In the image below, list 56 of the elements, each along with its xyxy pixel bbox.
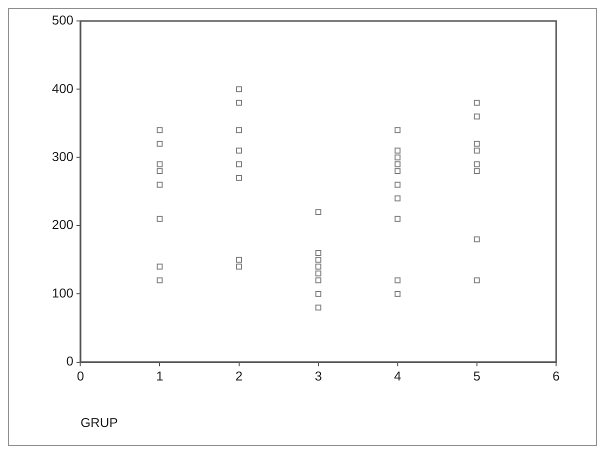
x-tick-label: 1	[156, 368, 164, 384]
point	[474, 161, 480, 168]
point	[236, 174, 242, 181]
point	[156, 182, 163, 188]
point	[156, 127, 163, 134]
point	[474, 277, 480, 284]
point	[236, 86, 242, 92]
point	[474, 100, 480, 106]
point	[156, 168, 163, 174]
x-tick-label: 3	[314, 368, 322, 384]
x-tick-label: 0	[76, 368, 84, 384]
point	[394, 216, 401, 222]
y-tick-label: 500	[52, 12, 74, 28]
x-tick-label: 5	[473, 368, 480, 384]
point	[236, 127, 242, 134]
point	[315, 270, 322, 276]
point	[156, 140, 163, 147]
x-tick-label: 2	[235, 368, 243, 384]
point	[394, 148, 401, 154]
point	[315, 209, 322, 215]
point	[236, 161, 242, 168]
y-tick-label: 100	[52, 286, 74, 300]
y-tick-label: 300	[52, 149, 74, 164]
x-tick-label: 6	[552, 368, 560, 384]
point	[156, 216, 163, 222]
point	[394, 154, 401, 160]
point	[315, 250, 322, 256]
point	[315, 290, 322, 297]
point	[236, 256, 242, 263]
y-tick-label: 0	[66, 354, 74, 369]
point	[394, 161, 401, 168]
point	[315, 264, 322, 270]
point	[156, 277, 163, 284]
point	[394, 182, 401, 188]
point	[236, 264, 242, 270]
y-tick-label: 200	[52, 217, 74, 232]
point	[156, 264, 163, 270]
point	[394, 168, 401, 174]
point	[394, 277, 401, 284]
x-axis-title: GRUP	[80, 414, 118, 430]
point	[394, 195, 401, 202]
point	[474, 148, 480, 154]
y-tick-label: 400	[52, 80, 74, 96]
point	[315, 256, 322, 263]
point	[474, 168, 480, 174]
point	[474, 114, 480, 120]
point	[394, 290, 401, 297]
point	[315, 277, 322, 284]
point	[474, 140, 480, 147]
x-tick-label: 4	[394, 368, 402, 384]
point	[236, 100, 242, 106]
point	[236, 148, 242, 154]
point	[315, 304, 322, 311]
point	[156, 161, 163, 168]
point	[474, 236, 480, 242]
point	[394, 127, 401, 134]
